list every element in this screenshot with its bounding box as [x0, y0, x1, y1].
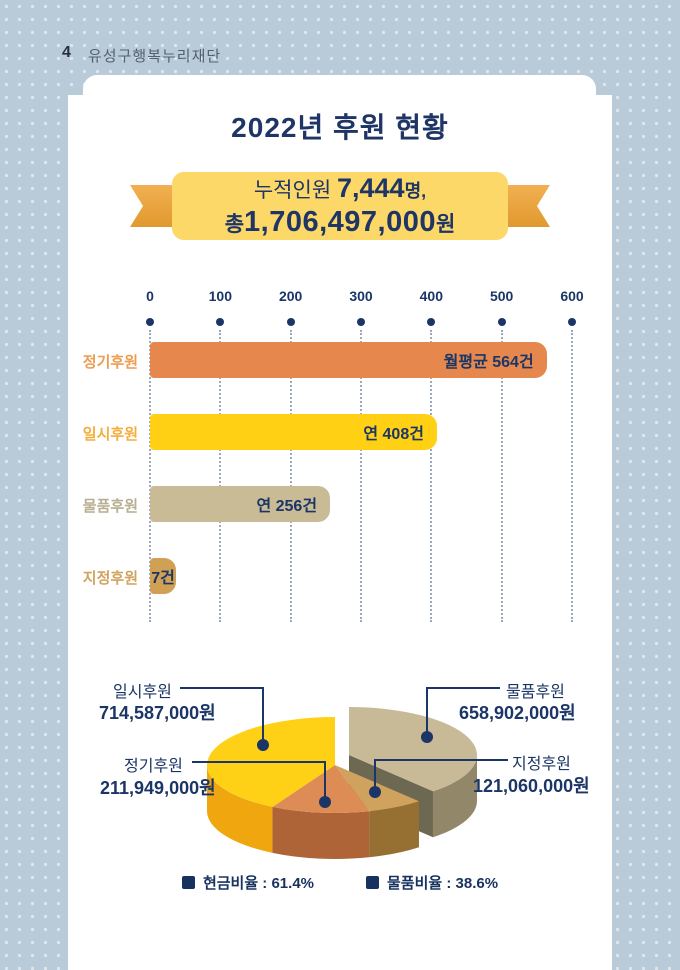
callout-regular-name: 정기후원 — [124, 758, 183, 775]
bar-value-label: 연 256건 — [256, 498, 318, 515]
axis-tick-label: 300 — [349, 288, 373, 304]
ribbon-panel: 누적인원 7,444명, 총1,706,497,000원 — [172, 172, 508, 240]
callout-regular-amount: 211,949,000원 — [100, 778, 216, 798]
summary-ribbon: 누적인원 7,444명, 총1,706,497,000원 — [130, 172, 550, 240]
bar-category-label: 정기후원 — [82, 354, 138, 371]
bar-goods-donation: 연 256건 — [150, 486, 331, 522]
legend-swatch-cash-icon — [181, 876, 195, 889]
bar-row-goods-donation: 물품후원 연 256건 — [0, 486, 680, 522]
bar-category-label: 일시후원 — [82, 426, 138, 443]
people-count: 7,444 — [336, 172, 405, 203]
callout-designated-name: 지정후원 — [512, 756, 571, 773]
bar-value-label: 월평균 564건 — [443, 354, 534, 371]
pie-legend: 현금비율 : 61.4% 물품비율 : 38.6% — [68, 872, 612, 893]
axis-tick-dot — [568, 318, 576, 326]
axis-tick-label: 600 — [560, 288, 584, 304]
callout-onetime-amount: 714,587,000원 — [99, 703, 216, 723]
axis-tick-dot — [146, 318, 154, 326]
axis-tick-label: 500 — [489, 288, 514, 304]
axis-tick-label: 0 — [146, 288, 154, 304]
axis-tick-dot — [357, 318, 365, 326]
page-header-text: 유성구행복누리재단 — [88, 48, 222, 65]
axis-tick-label: 200 — [278, 288, 303, 304]
callout-designated-amount: 121,060,000원 — [473, 776, 590, 796]
gridline — [360, 330, 362, 622]
gridline — [571, 330, 573, 622]
total-amount: 1,706,497,000 — [244, 205, 436, 238]
callout-goods-name: 물품후원 — [506, 684, 565, 701]
axis-tick-label: 400 — [419, 288, 443, 304]
legend-item-cash: 현금비율 : 61.4% — [181, 872, 314, 893]
bar-value-label: 연 408건 — [363, 426, 424, 443]
bar-row-regular-donation: 정기후원 월평균 564건 — [0, 342, 680, 378]
total-amount-line: 총1,706,497,000원 — [224, 205, 456, 238]
legend-item-goods: 물품비율 : 38.6% — [366, 872, 498, 893]
gridline — [289, 330, 292, 622]
bar-onetime-donation: 연 408건 — [150, 414, 437, 450]
bar-regular-donation: 월평균 564건 — [150, 342, 547, 378]
gridline — [149, 330, 151, 622]
cumulative-people-line: 누적인원 7,444명, — [253, 172, 427, 203]
bar-value-label: 7건 — [151, 570, 175, 587]
axis-tick-dot — [216, 318, 225, 326]
legend-swatch-goods-icon — [366, 876, 379, 889]
bar-row-designated-donation: 지정후원 7건 — [0, 558, 680, 594]
page-number: 4 — [62, 44, 71, 61]
callout-onetime-name: 일시후원 — [113, 684, 172, 701]
gridline — [430, 330, 433, 622]
gridline — [500, 330, 503, 622]
bar-category-label: 물품후원 — [82, 498, 138, 515]
gridline — [219, 330, 222, 622]
bar-designated-donation: 7건 — [150, 558, 176, 594]
axis-tick-label: 100 — [208, 288, 232, 304]
callout-goods-amount: 658,902,000원 — [459, 703, 576, 723]
page-title: 2022년 후원 현황 — [231, 112, 449, 143]
axis-tick-dot — [497, 318, 506, 326]
axis-tick-dot — [286, 318, 295, 326]
axis-tick-dot — [427, 318, 436, 326]
bar-row-onetime-donation: 일시후원 연 408건 — [0, 414, 680, 450]
bar-category-label: 지정후원 — [82, 570, 138, 587]
